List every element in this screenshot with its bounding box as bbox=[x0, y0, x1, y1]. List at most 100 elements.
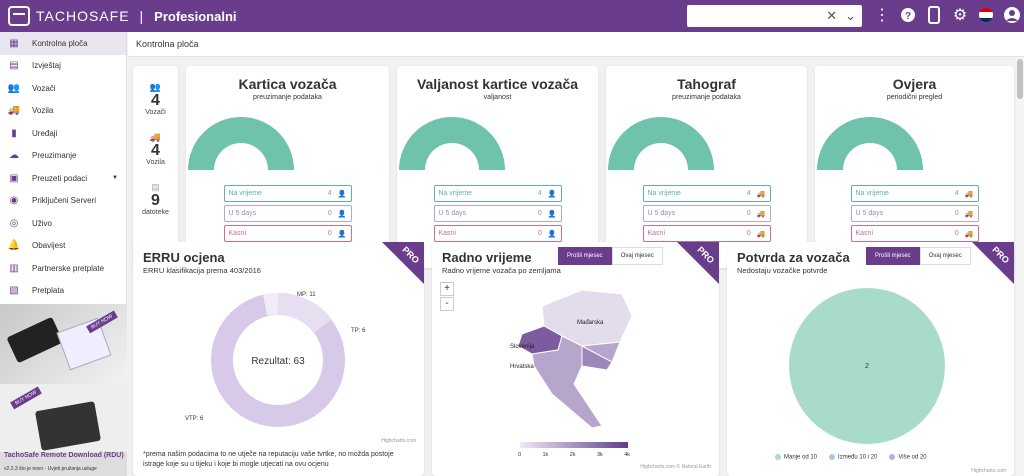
help-icon[interactable]: ? bbox=[898, 4, 918, 26]
sidebar-item-subscription[interactable]: ▧ Pretplata bbox=[9, 285, 65, 297]
last-month-button[interactable]: Prošli mjesec bbox=[558, 247, 612, 265]
clear-icon[interactable]: ✕ bbox=[826, 8, 838, 23]
chevron-down-icon[interactable]: ⌄ bbox=[845, 8, 856, 23]
dashboard-icon: ▦ bbox=[9, 37, 19, 49]
period-toggle[interactable]: Prošli mjesec Ovaj mjesec bbox=[558, 247, 663, 265]
card-calibration: Ovjera periodični pregled Na vrijeme 4 🚚 U… bbox=[815, 66, 1014, 268]
server-icon: ◉ bbox=[9, 195, 19, 207]
gauge-chart bbox=[188, 117, 294, 170]
row-late[interactable]: Kasni 0 👤 bbox=[433, 225, 562, 242]
stat-drivers[interactable]: 👥 4 Vozači bbox=[133, 82, 178, 116]
sidebar-item-downloaded-data[interactable]: ▣ Preuzeti podaci ▼ bbox=[9, 172, 118, 184]
logo-icon bbox=[8, 6, 30, 26]
truck-icon: 🚚 bbox=[964, 210, 974, 218]
legend-item[interactable]: Više od 20 bbox=[889, 454, 927, 461]
user-avatar-icon[interactable] bbox=[1002, 4, 1022, 26]
row-on-time[interactable]: Na vrijeme 4 👤 bbox=[223, 185, 352, 202]
person-icon: 👤 bbox=[337, 210, 347, 218]
subscription-icon: ▧ bbox=[9, 285, 19, 297]
row-late[interactable]: Kasni 0 🚚 bbox=[642, 225, 771, 242]
working-time-map[interactable]: Mađarska Slovenija Hrvatska bbox=[482, 276, 642, 436]
svg-text:?: ? bbox=[905, 11, 911, 22]
row-late[interactable]: Kasni 0 👤 bbox=[223, 225, 352, 242]
sidebar-item-drivers[interactable]: 👥 Vozači bbox=[7, 82, 56, 94]
sidebar-item-vehicles[interactable]: 🚚 Vozila bbox=[7, 105, 54, 117]
sidebar-item-partner-subscriptions[interactable]: ▥ Partnerske pretplate bbox=[9, 262, 105, 274]
card-tachograph: Tahograf preuzimanje podataka Na vrijeme… bbox=[606, 66, 807, 268]
row-late[interactable]: Kasni 0 🚚 bbox=[850, 225, 979, 242]
settings-icon[interactable]: ⚙ bbox=[952, 7, 968, 24]
version-text[interactable]: v2.2.3 što je novo - Uvjeti pružanja usl… bbox=[4, 466, 97, 472]
logo[interactable]: TACHOSAFE | Profesionalni bbox=[8, 6, 237, 26]
card-card-validity: Valjanost kartice vozača valjanost Na vr… bbox=[397, 66, 598, 268]
gauge-chart bbox=[817, 117, 923, 170]
drivers-icon: 👥 bbox=[7, 82, 21, 94]
breadcrumb: Kontrolna ploča bbox=[128, 32, 1024, 57]
sidebar-item-servers[interactable]: ◉ Priključeni Serveri bbox=[9, 195, 97, 207]
promo-image-rdu[interactable]: BUY NOW bbox=[0, 384, 127, 452]
row-in-5-days[interactable]: U 5 days 0 🚚 bbox=[850, 205, 979, 222]
folder-icon: ▣ bbox=[9, 172, 19, 184]
person-icon: 👤 bbox=[337, 230, 347, 238]
stat-files[interactable]: ▤ 9 datoteke bbox=[133, 182, 178, 216]
file-icon: ▤ bbox=[151, 182, 160, 192]
row-in-5-days[interactable]: U 5 days 0 👤 bbox=[433, 205, 562, 222]
svg-text:Rezultat: 63: Rezultat: 63 bbox=[251, 356, 305, 367]
svg-text:2: 2 bbox=[865, 363, 869, 370]
device-icon: ▮ bbox=[11, 127, 17, 139]
product-name: Profesionalni bbox=[154, 8, 237, 24]
sidebar-item-notifications[interactable]: 🔔 Obavijest bbox=[7, 240, 66, 252]
color-scale bbox=[520, 442, 628, 448]
erru-donut-chart[interactable]: Rezultat: 63 bbox=[203, 282, 353, 432]
map-zoom-out-button[interactable]: - bbox=[440, 297, 454, 311]
legend-item[interactable]: Manje od 10 bbox=[775, 454, 817, 461]
this-month-button[interactable]: Ovaj mjesec bbox=[611, 247, 663, 265]
promo-banner[interactable]: BUY NOW BUY NOW TachoSafe Remote Downloa… bbox=[0, 304, 127, 476]
promo-title[interactable]: TachoSafe Remote Download (RDU) bbox=[4, 452, 124, 459]
promo-image-card-reader[interactable]: BUY NOW bbox=[0, 304, 127, 384]
brand-name: TACHOSAFE bbox=[36, 8, 130, 24]
map-zoom-in-button[interactable]: + bbox=[440, 282, 454, 296]
sidebar-item-download[interactable]: ☁ Preuzimanje bbox=[9, 150, 77, 162]
truck-icon: 🚚 bbox=[756, 190, 766, 198]
truck-icon: 🚚 bbox=[964, 190, 974, 198]
row-in-5-days[interactable]: U 5 days 0 👤 bbox=[223, 205, 352, 222]
row-on-time[interactable]: Na vrijeme 4 👤 bbox=[433, 185, 562, 202]
legend-item[interactable]: Između 10 i 20 bbox=[829, 454, 877, 461]
working-time-card: PRO Radno vrijeme Radno vrijeme vozača p… bbox=[432, 242, 719, 476]
sidebar-item-live[interactable]: ◎ Uživo bbox=[9, 217, 53, 229]
truck-icon: 🚚 bbox=[149, 132, 162, 142]
person-icon: 👤 bbox=[547, 230, 557, 238]
row-on-time[interactable]: Na vrijeme 4 🚚 bbox=[642, 185, 771, 202]
row-in-5-days[interactable]: U 5 days 0 🚚 bbox=[642, 205, 771, 222]
more-vert-icon[interactable]: ⋮ bbox=[874, 7, 890, 24]
partner-icon: ▥ bbox=[9, 262, 19, 274]
last-month-button[interactable]: Prošli mjesec bbox=[866, 247, 920, 265]
gauge-chart bbox=[399, 117, 505, 170]
sidebar: ▦ Kontrolna ploča ▤ Izvještaj 👥 Vozači 🚚 Voz… bbox=[0, 32, 127, 476]
person-icon: 👤 bbox=[337, 190, 347, 198]
gauge-chart bbox=[608, 117, 714, 170]
sidebar-item-dashboard[interactable]: ▦ Kontrolna ploča bbox=[0, 32, 126, 55]
person-icon: 👤 bbox=[547, 210, 557, 218]
scrollbar[interactable] bbox=[1016, 57, 1024, 476]
row-on-time[interactable]: Na vrijeme 4 🚚 bbox=[850, 185, 979, 202]
stat-vehicles[interactable]: 🚚 4 Vozila bbox=[133, 132, 178, 166]
cloud-download-icon: ☁ bbox=[9, 150, 19, 162]
period-toggle[interactable]: Prošli mjesec Ovaj mjesec bbox=[866, 247, 971, 265]
sidebar-item-devices[interactable]: ▮ Uređaji bbox=[0, 122, 126, 145]
chart-legend: Manje od 10 Između 10 i 20 Više od 20 bbox=[775, 454, 927, 461]
card-driver-card: Kartica vozača preuzimanje podataka Na v… bbox=[186, 66, 389, 268]
truck-icon: 🚚 bbox=[756, 230, 766, 238]
mobile-icon[interactable] bbox=[924, 4, 944, 26]
sidebar-item-report[interactable]: ▤ Izvještaj bbox=[9, 60, 61, 72]
search-select[interactable]: ✕ ⌄ bbox=[687, 5, 862, 27]
this-month-button[interactable]: Ovaj mjesec bbox=[919, 247, 971, 265]
truck-icon: 🚚 bbox=[7, 105, 21, 117]
flag-croatia-icon[interactable] bbox=[976, 4, 996, 26]
live-icon: ◎ bbox=[9, 217, 19, 229]
top-bar: TACHOSAFE | Profesionalni ✕ ⌄ ⋮ ? ⚙ bbox=[0, 0, 1024, 32]
buy-now-ribbon[interactable]: BUY NOW bbox=[10, 386, 42, 410]
attestation-pie-chart[interactable]: 2 bbox=[787, 286, 947, 446]
truck-icon: 🚚 bbox=[964, 230, 974, 238]
